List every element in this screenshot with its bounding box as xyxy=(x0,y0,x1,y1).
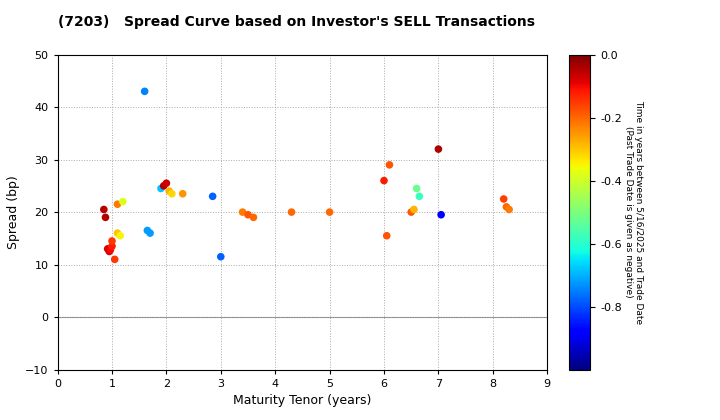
Point xyxy=(411,185,423,192)
Point xyxy=(324,209,336,215)
Point xyxy=(142,227,153,234)
Point xyxy=(381,232,392,239)
Point xyxy=(405,209,417,215)
Point xyxy=(112,201,123,207)
Point xyxy=(166,190,178,197)
Point xyxy=(104,248,115,255)
Point xyxy=(117,198,129,205)
Point xyxy=(102,245,114,252)
Point xyxy=(237,209,248,215)
Point xyxy=(107,243,118,249)
Point xyxy=(498,196,510,202)
Point xyxy=(109,256,120,263)
Point xyxy=(500,203,512,210)
X-axis label: Maturity Tenor (years): Maturity Tenor (years) xyxy=(233,394,372,407)
Point xyxy=(177,190,189,197)
Point xyxy=(161,180,172,186)
Point xyxy=(384,161,395,168)
Text: (7203)   Spread Curve based on Investor's SELL Transactions: (7203) Spread Curve based on Investor's … xyxy=(58,16,534,29)
Point xyxy=(436,211,447,218)
Point xyxy=(248,214,259,221)
Point xyxy=(104,247,116,253)
Point xyxy=(139,88,150,95)
Point xyxy=(99,214,111,221)
Point xyxy=(408,206,420,213)
Point xyxy=(433,146,444,152)
Point xyxy=(413,193,425,199)
Point xyxy=(163,188,175,194)
Point xyxy=(378,177,390,184)
Y-axis label: Spread (bp): Spread (bp) xyxy=(6,175,19,249)
Point xyxy=(144,230,156,236)
Point xyxy=(114,232,126,239)
Point xyxy=(156,185,167,192)
Text: Time in years between 5/16/2025 and Trade Date
(Past Trade Date is given as nega: Time in years between 5/16/2025 and Trad… xyxy=(624,100,643,324)
Point xyxy=(158,182,169,189)
Point xyxy=(98,206,109,213)
Point xyxy=(242,211,253,218)
Point xyxy=(503,206,515,213)
Point xyxy=(107,238,118,244)
Point xyxy=(286,209,297,215)
Point xyxy=(215,253,227,260)
Point xyxy=(207,193,218,199)
Point xyxy=(112,230,123,236)
